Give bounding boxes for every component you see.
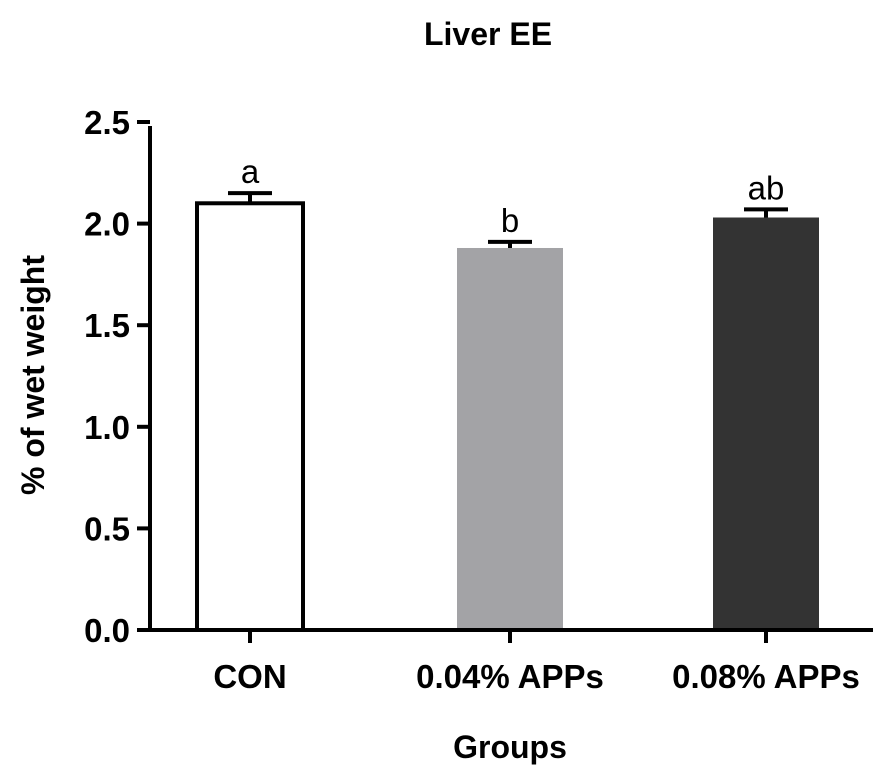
category-label: 0.08% APPs [672,658,860,695]
y-tick-label: 2.5 [84,104,130,141]
bar-2 [457,247,563,630]
y-axis-label: % of wet weight [15,255,51,495]
y-tick-label: 0.5 [84,510,130,547]
bar-3 [713,217,819,630]
category-label: 0.04% APPs [416,658,604,695]
bar-1 [195,201,305,632]
y-tick-label: 1.0 [84,409,130,446]
significance-label: ab [748,169,785,206]
y-axis-ticks: 0.0 0.5 1.0 1.5 2.0 2.5 [84,104,150,649]
y-tick-label: 1.5 [84,307,130,344]
x-axis-ticks: CON 0.04% APPs 0.08% APPs [213,630,860,695]
x-axis-label: Groups [453,729,567,765]
y-tick-label: 2.0 [84,206,130,243]
category-label: CON [213,658,286,695]
y-tick-label: 0.0 [84,612,130,649]
significance-label: b [501,202,519,239]
significance-label: a [241,153,260,190]
error-bars-group [228,191,788,248]
chart-title: Liver EE [424,16,552,52]
bars-group [195,201,819,632]
